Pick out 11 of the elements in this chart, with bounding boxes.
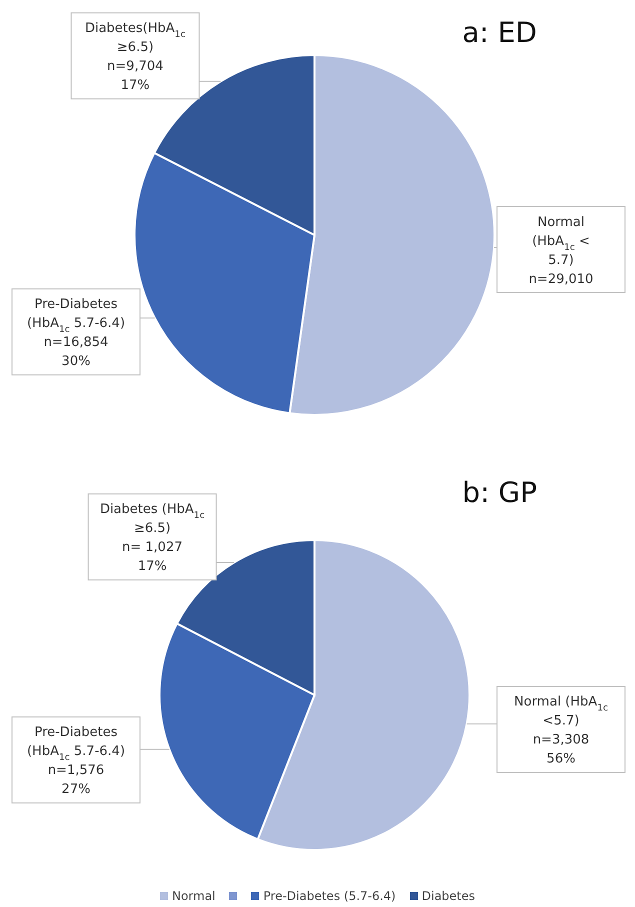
text: Diabetes(HbA$_{1c}$ ≥6.5) n=9,704 17% — [84, 21, 186, 94]
text: Diabetes (HbA$_{1c}$ ≥6.5) n= 1,027 17% — [100, 502, 205, 574]
data-label: Pre-Diabetes (HbA$_{1c}$ 5.7-6.4) n=1,576 27% — [26, 725, 126, 798]
legend-label: Normal — [172, 889, 216, 903]
data-label: Pre-Diabetes (HbA$_{1c}$ 5.7-6.4) n=16,854 30% — [26, 297, 126, 370]
chart-title: b: GP — [462, 476, 537, 509]
chart-title: a: ED — [462, 16, 537, 49]
data-label: Normal (HbA$_{1c}$ < 5.7) n=29,010 — [528, 214, 594, 287]
legend-label: Diabetes — [422, 889, 476, 903]
legend-label: Pre-Diabetes (5.7-6.4) — [263, 889, 396, 903]
text: Normal (HbA$_{1c}$ <5.7) n=3,308 56% — [514, 694, 608, 767]
